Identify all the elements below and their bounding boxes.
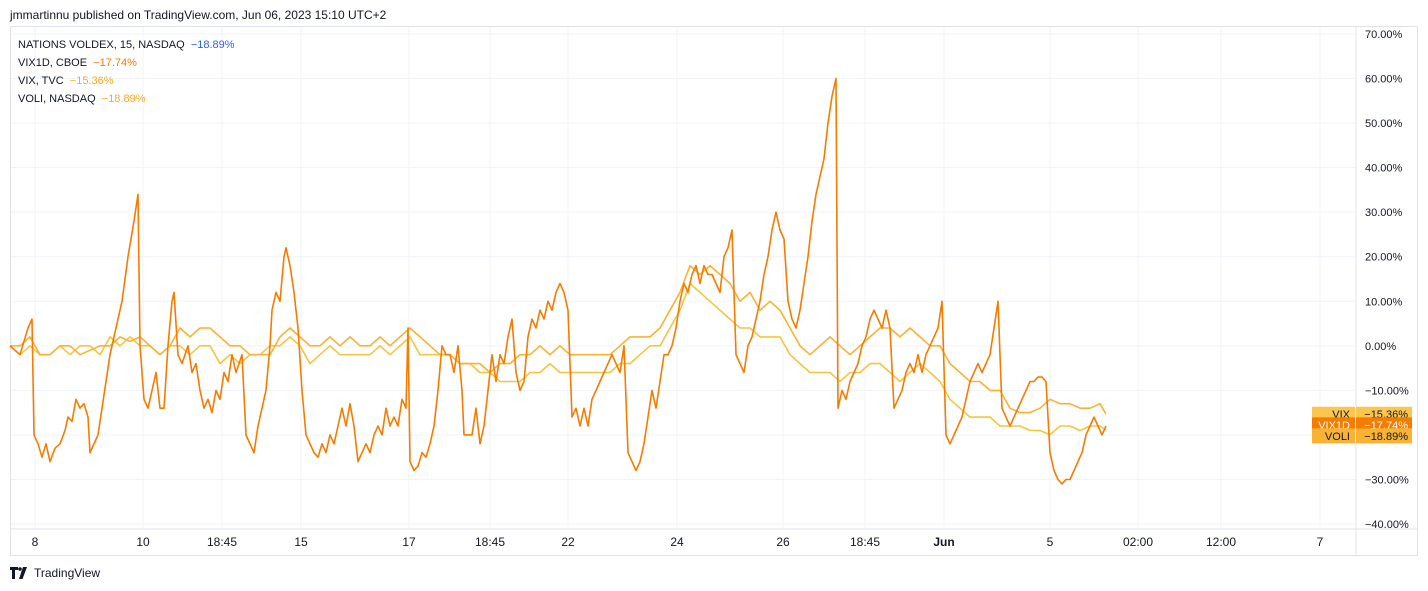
y-tick-label: 10.00% <box>1365 296 1403 308</box>
publish-info: jmmartinnu published on TradingView.com,… <box>10 8 387 22</box>
footer-brand[interactable]: TradingView <box>34 566 101 580</box>
legend-name: VOLI, NASDAQ <box>18 93 96 105</box>
y-tick-label: 0.00% <box>1365 341 1396 353</box>
x-tick-label: 18:45 <box>850 535 880 549</box>
x-tick-label: 18:45 <box>207 535 237 549</box>
series-line-voli[interactable] <box>9 282 1107 436</box>
y-tick-label: −30.00% <box>1365 474 1409 486</box>
chart-frame <box>10 26 1418 556</box>
x-tick-label: 8 <box>32 535 39 549</box>
legend-item-vix1d[interactable]: VIX1D, CBOE −17.74% <box>18 54 235 72</box>
legend-name: VIX, TVC <box>18 75 64 87</box>
legend-item-nations-voldex[interactable]: NATIONS VOLDEX, 15, NASDAQ −18.89% <box>18 36 235 54</box>
y-tick-label: 20.00% <box>1365 252 1403 264</box>
x-tick-label: 22 <box>561 535 575 549</box>
y-tick-label: −10.00% <box>1365 385 1409 397</box>
x-tick-label: Jun <box>933 535 954 549</box>
series-line-vix1d[interactable] <box>9 77 1107 485</box>
y-tick-label: 50.00% <box>1365 118 1403 130</box>
legend-item-voli[interactable]: VOLI, NASDAQ −18.89% <box>18 90 235 108</box>
x-tick-label: 17 <box>402 535 416 549</box>
tradingview-logo-icon[interactable] <box>10 567 30 579</box>
x-tick-label: 18:45 <box>475 535 505 549</box>
x-tick-label: 10 <box>136 535 150 549</box>
legend-item-vix[interactable]: VIX, TVC −15.36% <box>18 72 235 90</box>
y-tick-label: 30.00% <box>1365 207 1403 219</box>
series-line-vix[interactable] <box>10 264 1107 415</box>
y-tick-label: 40.00% <box>1365 163 1403 175</box>
price-tag-voli: VOLI −18.89% <box>1312 428 1412 444</box>
price-tag-value: −18.89% <box>1364 431 1408 443</box>
legend-value: −18.89% <box>190 39 235 51</box>
x-tick-label: 24 <box>670 535 684 549</box>
x-tick-label: 7 <box>1317 535 1324 549</box>
x-tick-label: 02:00 <box>1123 535 1153 549</box>
legend: NATIONS VOLDEX, 15, NASDAQ −18.89% VIX1D… <box>18 36 235 108</box>
legend-value: −18.89% <box>101 93 146 105</box>
y-tick-label: −40.00% <box>1365 519 1409 531</box>
legend-name: VIX1D, CBOE <box>18 57 88 69</box>
footer: TradingView <box>10 566 100 580</box>
x-tick-label: 5 <box>1047 535 1054 549</box>
x-tick-label: 12:00 <box>1206 535 1236 549</box>
x-tick-label: 26 <box>776 535 790 549</box>
price-tag-label: VOLI <box>1325 431 1350 443</box>
legend-value: −17.74% <box>93 57 137 69</box>
legend-name: NATIONS VOLDEX, 15, NASDAQ <box>18 39 185 51</box>
y-tick-label: 70.00% <box>1365 29 1403 41</box>
y-tick-label: 60.00% <box>1365 74 1403 86</box>
legend-value: −15.36% <box>69 75 114 87</box>
x-tick-label: 15 <box>294 535 308 549</box>
